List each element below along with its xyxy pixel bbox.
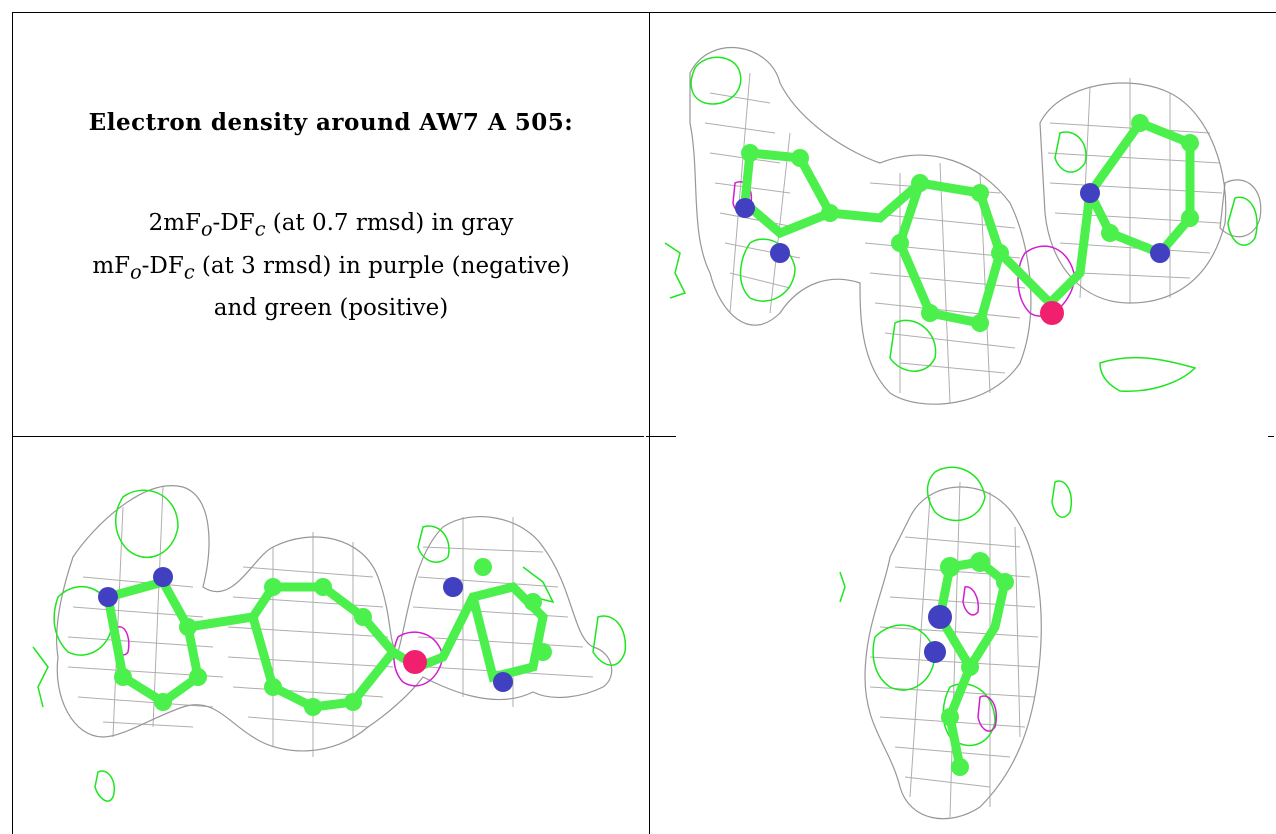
line2-rest: (at 3 rmsd) in purple (negative) <box>194 252 570 279</box>
line2-sub-c: c <box>183 260 195 284</box>
ligand-model <box>98 558 552 716</box>
line1-rest: (at 0.7 rmsd) in gray <box>265 210 514 236</box>
caption-body: 2mFo-DFc (at 0.7 rmsd) in gray mFo-DFc (… <box>13 205 649 326</box>
mesh-2fofc <box>864 486 1042 820</box>
figure-frame <box>12 12 1276 834</box>
caption-line-fofc: mFo-DFc (at 3 rmsd) in purple (negative) <box>13 248 649 291</box>
caption-panel: Electron density around AW7 A 505: 2mFo-… <box>13 13 649 436</box>
mesh-positive <box>32 489 627 802</box>
density-view-2 <box>13 437 649 834</box>
line2-sub-o: o <box>130 260 142 284</box>
caption-line-colors: and green (positive) <box>213 295 449 322</box>
line1-sub-o: o <box>200 217 213 241</box>
horizontal-divider-mid <box>646 436 676 437</box>
horizontal-divider-left <box>12 436 644 437</box>
ligand-model <box>735 114 1199 332</box>
ligand-model <box>924 552 1014 776</box>
mesh-2fofc-hatch <box>704 72 1223 404</box>
line1-main: 2mF <box>148 210 201 236</box>
mesh-negative <box>962 586 997 732</box>
mesh-2fofc-hatch <box>67 486 594 757</box>
vertical-divider <box>649 12 650 834</box>
line2-main: mF <box>92 252 131 279</box>
line2-mid: -DF <box>141 252 184 279</box>
mesh-2fofc <box>689 47 1262 405</box>
line1-sub-c: c <box>254 217 266 241</box>
horizontal-divider-right <box>1268 436 1274 437</box>
line1-mid: -DF <box>212 210 255 236</box>
density-view-1 <box>650 13 1276 436</box>
mesh-2fofc <box>56 485 613 752</box>
mesh-positive <box>664 56 1258 392</box>
density-view-3 <box>650 437 1276 834</box>
caption-line-2fofc: 2mFo-DFc (at 0.7 rmsd) in gray <box>13 205 649 248</box>
caption-title: Electron density around AW7 A 505: <box>88 109 574 136</box>
